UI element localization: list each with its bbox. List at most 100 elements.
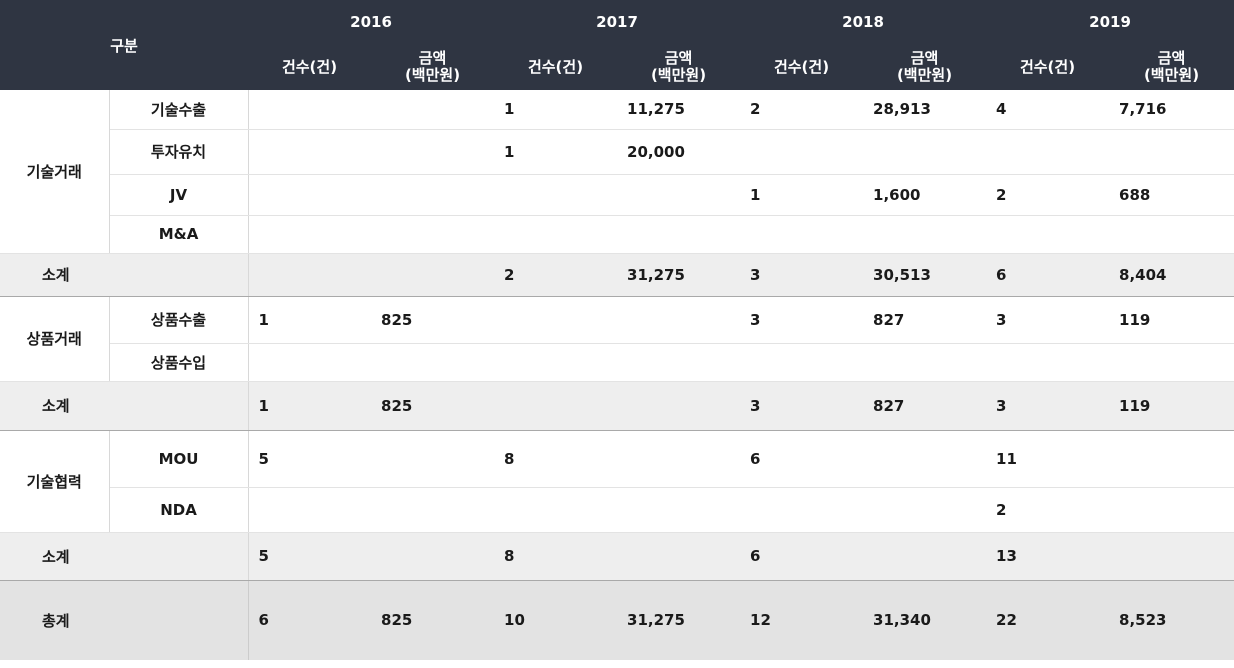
amount-cell: [1109, 215, 1234, 254]
amount-cell: [371, 90, 495, 130]
count-header-2016: 건수(건): [248, 44, 372, 90]
count-cell: 2: [986, 487, 1110, 533]
subtotal-label: 소계: [0, 532, 249, 581]
subcategory-label: 상품수입: [109, 343, 249, 382]
count-cell: [494, 295, 618, 344]
count-cell: [740, 215, 864, 254]
subcategory-label: 상품수출: [109, 295, 249, 344]
category-label: 상품거래: [0, 295, 110, 382]
table-header: 구분 2016 2017 2018 2019 건수(건) 금액 (백만원) 건수(건)…: [0, 0, 1234, 90]
amount-header-line2: (백만원): [1143, 66, 1200, 84]
count-cell: 2: [494, 253, 618, 297]
subcategory-label: M&A: [109, 215, 249, 254]
count-cell: 1: [494, 129, 618, 175]
amount-cell: 30,513: [863, 253, 987, 297]
count-cell: [248, 343, 372, 382]
amount-header-line2: (백만원): [404, 66, 461, 84]
amount-cell: [617, 532, 741, 581]
table-row: NDA 2: [0, 487, 1234, 533]
count-cell: 3: [986, 381, 1110, 431]
amount-cell: [371, 253, 495, 297]
count-cell: 5: [248, 429, 372, 488]
count-cell: 11: [986, 429, 1110, 488]
subcategory-label: 기술수출: [109, 90, 249, 130]
subcategory-label: 투자유치: [109, 129, 249, 175]
table-row: 상품거래 상품수출 1 825 3 827 3 119: [0, 295, 1234, 382]
amount-cell: 688: [1109, 174, 1234, 216]
table-row: 상품수입: [0, 343, 1234, 382]
count-cell: [248, 487, 372, 533]
count-cell: 4: [986, 90, 1110, 130]
amount-cell: [863, 343, 987, 382]
table-row: 투자유치 1 20,000: [0, 129, 1234, 175]
total-label: 총계: [0, 580, 249, 660]
count-header-2017: 건수(건): [494, 44, 618, 90]
amount-cell: [1109, 532, 1234, 581]
count-header-2019: 건수(건): [986, 44, 1110, 90]
amount-cell: [863, 129, 987, 175]
amount-cell: [863, 215, 987, 254]
subtotal-row: 소계 2 31,275 3 30,513 6 8,404: [0, 253, 1234, 297]
count-cell: [248, 90, 372, 130]
amount-cell: 825: [371, 381, 495, 431]
amount-cell: 119: [1109, 381, 1234, 431]
amount-header-2018: 금액 (백만원): [863, 44, 987, 90]
count-cell: 6: [986, 253, 1110, 297]
count-cell: 2: [986, 174, 1110, 216]
amount-cell: [371, 487, 495, 533]
amount-cell: 7,716: [1109, 90, 1234, 130]
amount-cell: 8,523: [1109, 580, 1234, 660]
amount-cell: 28,913: [863, 90, 987, 130]
count-header-2018: 건수(건): [740, 44, 864, 90]
count-cell: 1: [494, 90, 618, 130]
amount-header-line2: (백만원): [650, 66, 707, 84]
table-row: 기술거래 기술수출 1 11,275 2 28,913 4 7,716: [0, 90, 1234, 254]
amount-cell: [371, 129, 495, 175]
table-body: 기술거래 기술수출 1 11,275 2 28,913 4 7,716 투자유치 1 20,000 J…: [0, 90, 1234, 660]
amount-cell: 827: [863, 381, 987, 431]
count-cell: [986, 129, 1110, 175]
count-cell: [986, 343, 1110, 382]
amount-cell: [1109, 487, 1234, 533]
count-cell: [494, 343, 618, 382]
amount-cell: 31,340: [863, 580, 987, 660]
amount-cell: [863, 532, 987, 581]
amount-cell: 827: [863, 295, 987, 344]
count-cell: 6: [740, 429, 864, 488]
amount-cell: [371, 215, 495, 254]
amount-cell: [617, 174, 741, 216]
amount-cell: 11,275: [617, 90, 741, 130]
count-cell: 2: [740, 90, 864, 130]
amount-cell: [1109, 129, 1234, 175]
amount-cell: [371, 532, 495, 581]
count-cell: 13: [986, 532, 1110, 581]
count-cell: 5: [248, 532, 372, 581]
count-cell: 12: [740, 580, 864, 660]
amount-cell: [1109, 343, 1234, 382]
amount-cell: [617, 215, 741, 254]
count-cell: [740, 343, 864, 382]
table-row: JV 1 1,600 2 688: [0, 174, 1234, 216]
amount-header-line1: 금액: [1157, 49, 1186, 67]
count-cell: [248, 129, 372, 175]
count-cell: [248, 253, 372, 297]
amount-cell: 31,275: [617, 253, 741, 297]
subcategory-label: NDA: [109, 487, 249, 533]
year-header-2018: 2018: [740, 0, 987, 44]
count-cell: 1: [248, 381, 372, 431]
subtotal-row: 소계 5 8 6 13: [0, 532, 1234, 581]
amount-header-2019: 금액 (백만원): [1109, 44, 1234, 90]
subcategory-label: MOU: [109, 429, 249, 488]
amount-cell: [617, 381, 741, 431]
amount-cell: 119: [1109, 295, 1234, 344]
amount-cell: 1,600: [863, 174, 987, 216]
amount-cell: 825: [371, 580, 495, 660]
year-header-2019: 2019: [986, 0, 1234, 44]
amount-cell: [863, 487, 987, 533]
count-cell: 8: [494, 429, 618, 488]
count-cell: [494, 487, 618, 533]
year-header-2016: 2016: [248, 0, 495, 44]
count-cell: 8: [494, 532, 618, 581]
